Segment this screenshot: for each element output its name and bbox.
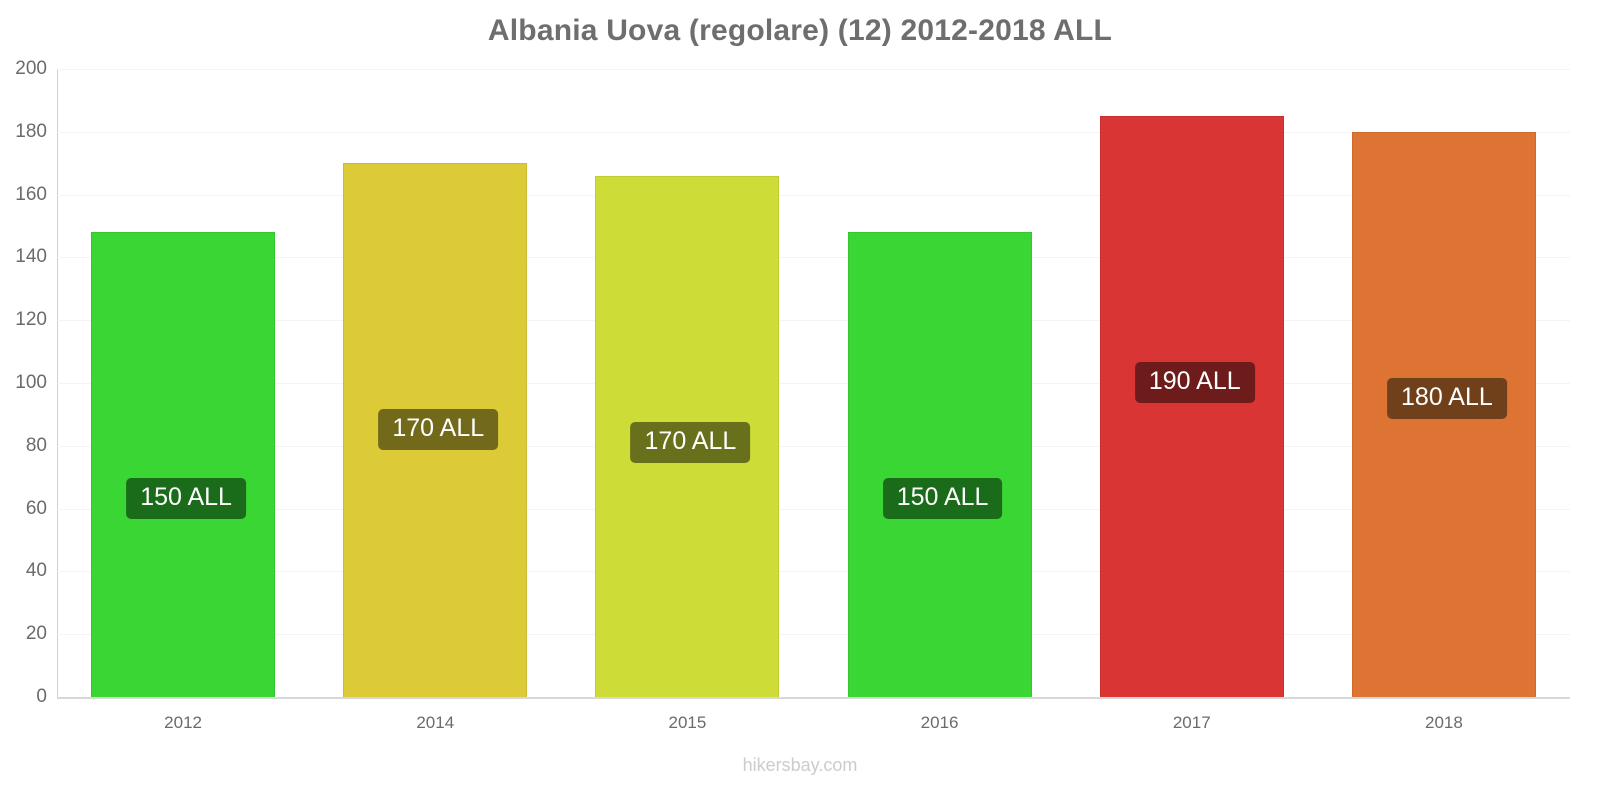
gridline: [57, 69, 1570, 70]
bar-value-label-2018: 180 ALL: [1387, 377, 1507, 419]
x-axis-tick-label-2012: 2012: [164, 713, 202, 732]
x-axis-tick-label-2015: 2015: [668, 713, 707, 732]
y-axis-tick-label: 20: [25, 623, 47, 645]
y-axis-tick-label: 0: [36, 686, 47, 707]
y-axis-tick-label: 160: [15, 183, 47, 205]
gridline: [57, 320, 1570, 322]
source-watermark: hikersbay.com: [742, 755, 858, 775]
plot-area: 150 ALL 170 ALL 170 ALL 150 ALL 190 ALL 180 A…: [57, 69, 1570, 697]
bar-value-label-2017: 190 ALL: [1134, 362, 1255, 404]
bar-value-label-2014: 170 ALL: [378, 409, 499, 451]
bar-2012[interactable]: [91, 232, 276, 697]
gridline: [57, 571, 1570, 573]
y-axis-tick-label: 100: [15, 372, 47, 393]
x-axis-tick-label-2018: 2018: [1424, 713, 1463, 732]
gridline: [57, 383, 1570, 384]
y-axis-tick-label: 120: [15, 309, 47, 331]
y-axis-tick-label: 40: [25, 560, 47, 582]
y-axis-tick-label: 180: [15, 120, 47, 142]
x-axis-tick-label-2014: 2014: [416, 713, 455, 732]
bar-2016[interactable]: [847, 232, 1032, 697]
gridline: [57, 445, 1570, 447]
y-axis-tick-label: 60: [25, 497, 47, 519]
gridline: [57, 257, 1570, 259]
x-axis-tick-label-2016: 2016: [920, 713, 959, 732]
gridline: [57, 508, 1570, 510]
gridline: [57, 634, 1570, 636]
bar-2017[interactable]: [1099, 116, 1284, 697]
x-axis-tick-label-2017: 2017: [1172, 713, 1211, 732]
y-axis-tick-label: 140: [15, 246, 47, 268]
bar-value-label-2012: 150 ALL: [126, 478, 246, 520]
x-axis-line: [57, 697, 1570, 699]
gridline: [57, 131, 1570, 133]
chart-title: Albania Uova (regolare) (12) 2012-2018 A…: [487, 14, 1113, 47]
bar-value-label-2016: 150 ALL: [882, 478, 1003, 520]
y-axis-tick-label: 200: [15, 58, 47, 79]
y-axis-tick-label: 80: [25, 434, 47, 456]
bar-value-label-2015: 170 ALL: [630, 421, 751, 463]
gridline: [57, 194, 1570, 196]
